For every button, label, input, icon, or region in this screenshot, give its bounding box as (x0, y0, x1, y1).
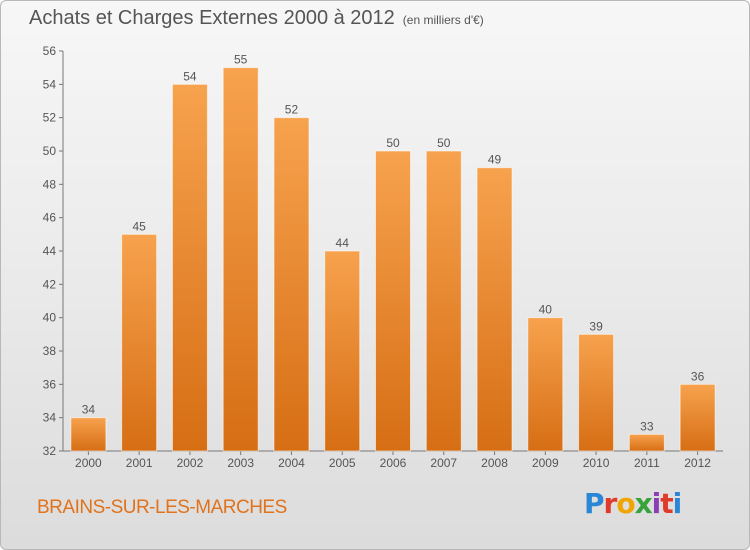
y-tick-label: 32 (43, 444, 57, 458)
bar-2009 (527, 317, 564, 452)
bar-2004 (273, 117, 310, 452)
y-tick-label: 50 (43, 144, 57, 158)
y-tick-label: 54 (43, 77, 57, 91)
data-label-2006: 50 (386, 136, 400, 150)
y-tick-label: 48 (43, 177, 57, 191)
data-label-2003: 55 (234, 53, 248, 67)
x-tick-label-2000: 2000 (75, 456, 102, 470)
data-label-2002: 54 (183, 69, 197, 83)
bar-2006 (375, 150, 411, 452)
y-tick-label: 42 (43, 277, 57, 291)
chart-subtitle: (en milliers d'€) (402, 13, 484, 27)
x-tick-label-2012: 2012 (684, 456, 711, 470)
bar-2001 (121, 233, 158, 452)
data-label-2007: 50 (437, 136, 451, 150)
data-label-2010: 39 (589, 319, 603, 333)
chart-title: Achats et Charges Externes 2000 à 2012 (e… (29, 7, 484, 30)
x-tick-label-2010: 2010 (583, 456, 610, 470)
bar-2005 (324, 250, 361, 452)
data-label-2009: 40 (539, 303, 553, 317)
bar-2008 (476, 167, 513, 452)
x-tick-label-2007: 2007 (430, 456, 457, 470)
y-tick-label: 38 (43, 344, 57, 358)
bar-2000 (70, 417, 107, 452)
x-tick-label-2002: 2002 (177, 456, 204, 470)
bar-2003 (222, 67, 259, 452)
data-label-2001: 45 (132, 219, 146, 233)
y-tick-label: 44 (43, 244, 57, 258)
x-tick-label-2001: 2001 (126, 456, 153, 470)
y-tick-label: 36 (43, 377, 57, 391)
data-label-2008: 49 (488, 153, 502, 167)
x-tick-label-2003: 2003 (227, 456, 254, 470)
data-label-2005: 44 (336, 236, 350, 250)
bar-2011 (628, 433, 665, 452)
y-tick-label: 56 (43, 44, 57, 58)
bar-2012 (679, 383, 716, 452)
x-tick-label-2011: 2011 (634, 456, 660, 470)
data-label-2000: 34 (82, 403, 96, 417)
proxiti-logo[interactable]: Proxiti (584, 487, 682, 520)
x-tick-label-2009: 2009 (532, 456, 559, 470)
x-tick-label-2008: 2008 (481, 456, 508, 470)
commune-name: BRAINS-SUR-LES-MARCHES (37, 497, 287, 518)
y-tick-label: 34 (43, 411, 57, 425)
data-label-2011: 33 (640, 419, 654, 433)
x-tick-label-2006: 2006 (380, 456, 407, 470)
bar-2007 (425, 150, 462, 452)
y-tick-label: 46 (43, 211, 57, 225)
x-tick-label-2004: 2004 (278, 456, 305, 470)
y-tick-label: 52 (43, 111, 57, 125)
bar-2010 (578, 333, 615, 452)
bar-2002 (171, 83, 208, 452)
data-label-2004: 52 (285, 103, 299, 117)
data-label-2012: 36 (691, 369, 705, 383)
y-tick-label: 40 (43, 311, 57, 325)
chart-title-text: Achats et Charges Externes 2000 à 2012 (29, 7, 395, 29)
x-tick-label-2005: 2005 (329, 456, 356, 470)
